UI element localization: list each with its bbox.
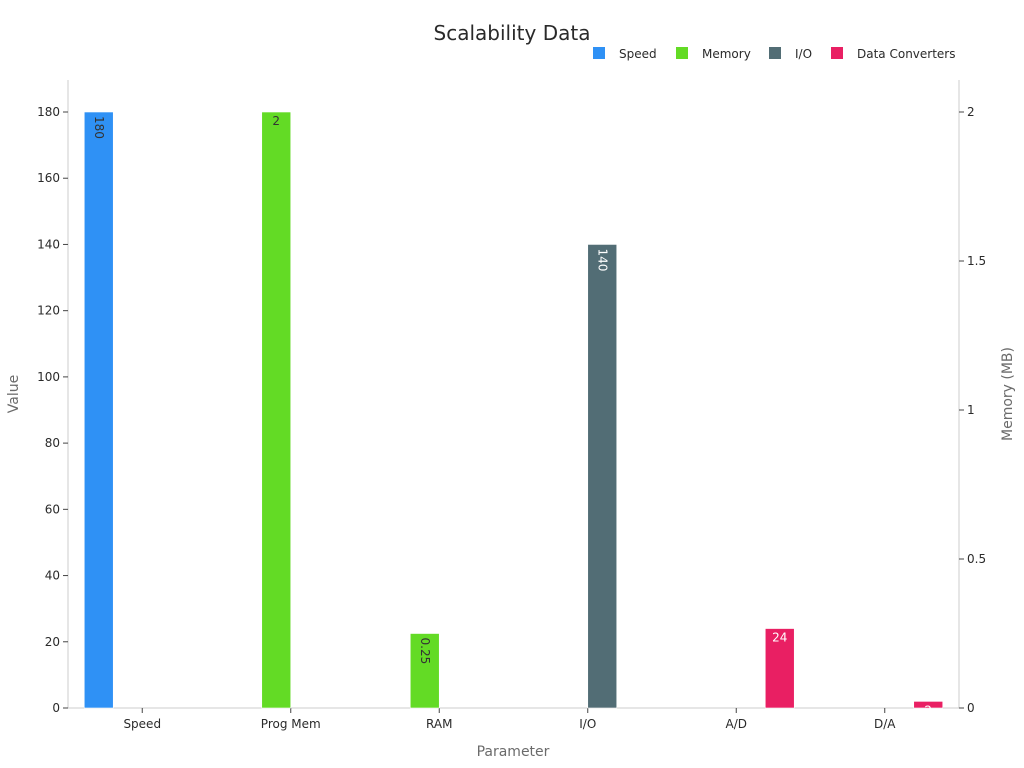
y-tick-label: 160 <box>37 171 60 185</box>
x-tick-label: D/A <box>874 717 896 731</box>
bar-value-label: 24 <box>772 631 787 645</box>
y-axis-title: Value <box>6 375 22 413</box>
legend-swatch <box>593 47 605 59</box>
y2-axis-ticks: 0 0.5 1 1.5 2 <box>959 105 986 715</box>
legend-swatch <box>676 47 688 59</box>
y2-tick-label: 1 <box>967 403 975 417</box>
y-tick-label: 40 <box>45 569 60 583</box>
x-axis-title: Parameter <box>477 744 550 760</box>
bar-labels: 180 2 0.25 140 24 2 <box>92 114 932 717</box>
y2-tick-label: 0 <box>967 701 975 715</box>
legend: Speed Memory I/O Data Converters <box>593 47 955 61</box>
y2-axis-title: Memory (MB) <box>1000 347 1016 441</box>
y-tick-label: 0 <box>52 701 60 715</box>
y-tick-label: 140 <box>37 237 60 251</box>
bar <box>83 111 114 709</box>
y-axis-ticks: 0 20 40 60 80 100 120 140 160 180 <box>37 105 68 715</box>
x-tick-label: RAM <box>426 717 452 731</box>
bar <box>409 633 440 709</box>
bar-value-label: 180 <box>92 116 106 139</box>
bars <box>83 111 944 709</box>
axes <box>67 80 960 709</box>
y-tick-label: 180 <box>37 105 60 119</box>
legend-label: I/O <box>795 47 812 61</box>
bar-value-label: 2 <box>272 114 280 128</box>
chart-title: Scalability Data <box>434 21 591 45</box>
legend-label: Data Converters <box>857 47 955 61</box>
legend-label: Memory <box>702 47 751 61</box>
bar <box>587 244 618 709</box>
legend-swatch <box>831 47 843 59</box>
y2-tick-label: 1.5 <box>967 254 986 268</box>
bar <box>764 628 795 709</box>
legend-swatch <box>769 47 781 59</box>
y-tick-label: 80 <box>45 436 60 450</box>
bar-value-label: 140 <box>595 248 609 271</box>
bar-value-label: 0.25 <box>418 638 432 665</box>
y-tick-label: 100 <box>37 370 60 384</box>
y-tick-label: 20 <box>45 635 60 649</box>
bar <box>261 111 292 709</box>
x-axis-ticks: Speed Prog Mem RAM I/O A/D D/A <box>123 708 896 731</box>
x-tick-label: I/O <box>579 717 596 731</box>
y-tick-label: 60 <box>45 502 60 516</box>
x-tick-label: Prog Mem <box>261 717 321 731</box>
y-tick-label: 120 <box>37 304 60 318</box>
y2-tick-label: 0.5 <box>967 552 986 566</box>
y2-tick-label: 2 <box>967 105 975 119</box>
legend-label: Speed <box>619 47 657 61</box>
bar <box>913 701 944 709</box>
x-tick-label: A/D <box>726 717 748 731</box>
bar-value-label: 2 <box>924 703 932 717</box>
x-tick-label: Speed <box>123 717 161 731</box>
